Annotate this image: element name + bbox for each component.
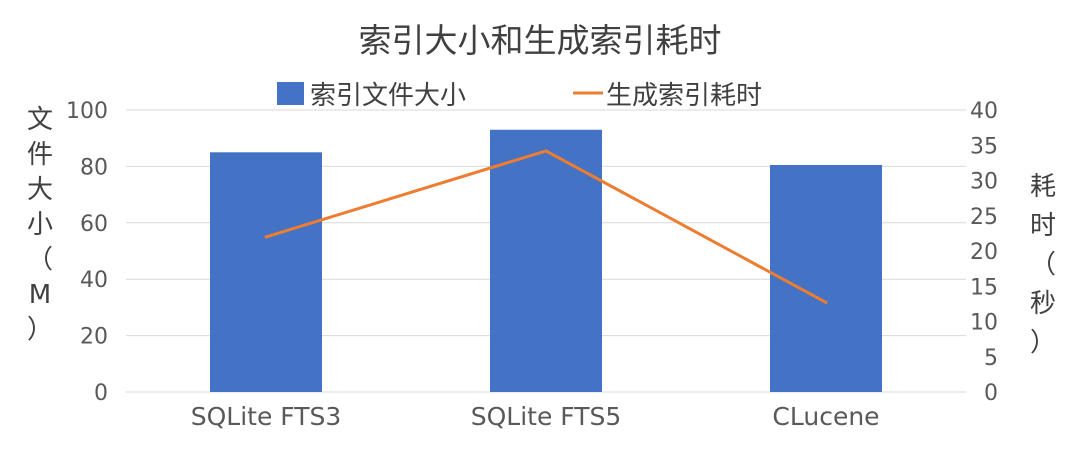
bar-2 — [490, 129, 602, 393]
right-tick-label-8: 40 — [970, 99, 998, 124]
legend-bar-swatch — [277, 82, 304, 105]
right-tick-label-6: 30 — [970, 170, 998, 195]
left-tick-label-0: 0 — [94, 381, 108, 406]
right-tick-label-5: 25 — [970, 205, 998, 230]
category-label-2: SQLite FTS5 — [471, 402, 622, 431]
category-axis-labels: SQLite FTS3 SQLite FTS5 CLucene — [191, 402, 880, 431]
bar-1 — [210, 152, 322, 392]
right-axis-title-char-5: ） — [1030, 328, 1056, 358]
right-axis-title-char-1: 耗 — [1030, 172, 1056, 202]
line-point-3 — [824, 300, 828, 304]
right-tick-label-7: 35 — [970, 134, 998, 159]
right-axis-ticks: 0 5 10 15 20 25 30 35 40 — [970, 99, 998, 406]
left-tick-label-2: 40 — [80, 268, 108, 293]
chart-title: 索引大小和生成索引耗时 — [359, 21, 722, 60]
left-axis-title: 文件大小 （ M ） — [27, 105, 53, 345]
right-tick-label-2: 10 — [970, 311, 998, 336]
line-point-2 — [544, 149, 548, 153]
category-label-1: SQLite FTS3 — [191, 402, 342, 431]
legend: 索引文件大小 生成索引耗时 — [277, 81, 762, 111]
right-axis-title-char-2: 时 — [1030, 211, 1056, 241]
left-axis-title-char-6: M — [29, 280, 51, 310]
right-tick-label-0: 0 — [984, 381, 998, 406]
left-tick-label-1: 20 — [80, 325, 108, 350]
left-axis-ticks: 0 20 40 60 80 100 — [66, 99, 108, 406]
bar-3 — [770, 164, 882, 392]
left-tick-label-3: 60 — [80, 212, 108, 237]
left-axis-title-char-1: 文 — [27, 105, 53, 135]
left-axis-title-char-3: 大 — [27, 175, 53, 205]
line-series — [264, 149, 828, 304]
right-tick-label-1: 5 — [984, 346, 998, 371]
line-point-1 — [264, 235, 268, 239]
right-axis-title-char-4: 秒 — [1030, 289, 1056, 319]
left-tick-label-5: 100 — [66, 99, 108, 124]
left-axis-title-char-5: （ — [27, 245, 53, 275]
category-label-3: CLucene — [772, 402, 879, 431]
left-axis-title-char-4: 小 — [27, 210, 53, 240]
right-axis-title-char-3: （ — [1030, 250, 1056, 280]
legend-line-label: 生成索引耗时 — [606, 81, 762, 111]
left-tick-label-4: 80 — [80, 155, 108, 180]
right-tick-label-4: 20 — [970, 240, 998, 265]
right-tick-label-3: 15 — [970, 275, 998, 300]
left-axis-title-char-2: 件 — [27, 140, 53, 170]
bar-series — [210, 129, 882, 393]
legend-bar-label: 索引文件大小 — [310, 81, 466, 111]
right-axis-title: 耗时 （ 秒 ） — [1030, 172, 1056, 358]
left-axis-title-char-7: ） — [27, 315, 53, 345]
